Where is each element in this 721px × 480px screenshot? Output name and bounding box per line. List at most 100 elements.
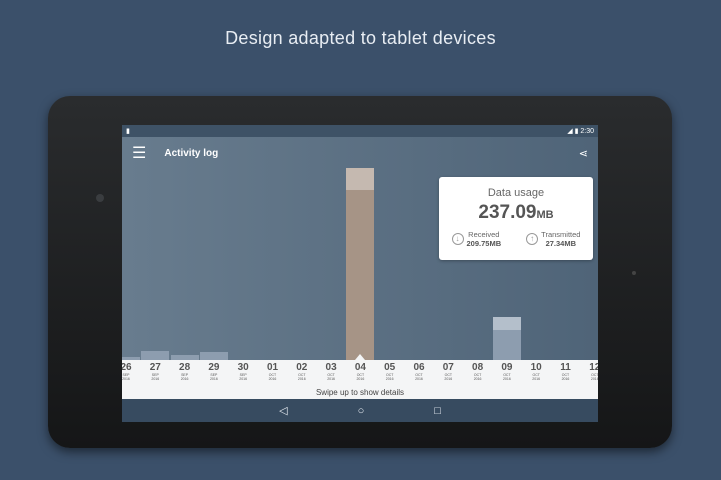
toolbar: ☰ Activity log ⋖ — [122, 137, 598, 169]
date-item[interactable]: 27 SEP 2016 — [141, 362, 170, 381]
date-month: OCT — [268, 373, 277, 377]
date-year: 2016 — [268, 377, 277, 381]
transmitted-segment — [492, 317, 521, 331]
date-day: 09 — [501, 362, 513, 373]
date-year: 2016 — [122, 377, 130, 381]
date-day: 02 — [296, 362, 308, 373]
date-item[interactable]: 06 OCT 2016 — [405, 362, 434, 381]
date-item[interactable]: 10 OCT 2016 — [522, 362, 551, 381]
transmitted-stat: ↑ Transmitted 27.34MB — [526, 230, 580, 248]
date-item[interactable]: 12 OCT 2016 — [580, 362, 598, 381]
date-day: 12 — [589, 362, 598, 373]
date-day: 30 — [237, 362, 249, 373]
date-month: OCT — [327, 373, 335, 377]
date-year: 2016 — [502, 377, 511, 381]
date-item[interactable]: 30 SEP 2016 — [229, 362, 258, 381]
date-year: 2016 — [356, 377, 365, 381]
date-strip[interactable]: 26 SEP 2016 27 SEP 2016 28 SEP 2016 29 SEP 2016 30 SE… — [122, 360, 598, 399]
date-month: OCT — [444, 373, 452, 377]
battery-icon: ▮ — [574, 128, 579, 135]
date-month: OCT — [561, 373, 570, 377]
usage-bar[interactable] — [122, 356, 140, 360]
date-item[interactable]: 09 OCT 2016 — [492, 362, 521, 381]
date-item[interactable]: 28 SEP 2016 — [170, 362, 199, 381]
share-icon[interactable]: ⋖ — [578, 147, 588, 160]
date-day: 11 — [560, 362, 571, 373]
date-year: 2016 — [180, 377, 189, 381]
date-month: OCT — [385, 373, 394, 377]
date-item[interactable]: 01 OCT 2016 — [258, 362, 287, 381]
signal-icon: ◢ — [567, 128, 573, 135]
date-month: OCT — [532, 373, 540, 377]
date-month: OCT — [415, 373, 423, 377]
date-item[interactable]: 11 OCT 2016 — [551, 362, 580, 381]
date-day: 10 — [530, 362, 542, 373]
back-icon[interactable]: ◁ — [279, 405, 288, 417]
date-month: SEP — [122, 373, 130, 377]
date-year: 2016 — [415, 377, 423, 381]
camera — [96, 194, 104, 202]
sd-card-icon: ▮ — [126, 128, 130, 135]
date-item[interactable]: 07 OCT 2016 — [434, 362, 463, 381]
app-screen: ▮ ◢ ▮ 2:30 ☰ Activity log ⋖ Data usage 2… — [122, 125, 598, 422]
date-item[interactable]: 05 OCT 2016 — [375, 362, 404, 381]
date-year: 2016 — [327, 377, 335, 381]
date-year: 2016 — [239, 377, 248, 381]
date-day: 08 — [472, 362, 484, 373]
home-icon[interactable]: ○ — [357, 404, 365, 417]
sensor — [632, 271, 636, 275]
nav-bar: ◁ ○ □ — [122, 399, 598, 422]
date-year: 2016 — [151, 377, 160, 381]
recents-icon[interactable]: □ — [434, 404, 441, 417]
date-day: 29 — [208, 362, 220, 373]
usage-bar[interactable] — [492, 317, 521, 360]
date-day: 07 — [442, 362, 454, 373]
upload-icon: ↑ — [526, 233, 539, 245]
date-year: 2016 — [532, 377, 541, 381]
date-day: 05 — [384, 362, 396, 373]
date-day: 27 — [149, 362, 161, 373]
data-usage-card: Data usage 237.09MB ↓ Received 209.75MB ↑ T… — [439, 177, 593, 260]
date-year: 2016 — [473, 377, 482, 381]
total-usage: 237.09MB — [478, 202, 554, 223]
usage-bar[interactable] — [199, 351, 228, 360]
date-month: OCT — [356, 373, 365, 377]
date-item[interactable]: 29 SEP 2016 — [199, 362, 228, 381]
date-month: OCT — [591, 373, 598, 377]
date-year: 2016 — [561, 377, 570, 381]
date-day: 06 — [413, 362, 425, 373]
status-bar: ▮ ◢ ▮ 2:30 — [122, 125, 598, 137]
received-stat: ↓ Received 209.75MB — [451, 230, 501, 248]
date-item[interactable]: 26 SEP 2016 — [122, 362, 141, 381]
date-day: 04 — [354, 362, 366, 373]
date-item[interactable]: 03 OCT 2016 — [317, 362, 346, 381]
headline: Design adapted to tablet devices — [225, 28, 496, 48]
date-day: 28 — [179, 362, 191, 373]
date-day: 03 — [325, 362, 337, 373]
date-month: SEP — [181, 373, 189, 377]
date-item[interactable]: 04 OCT 2016 — [346, 362, 375, 381]
date-month: SEP — [239, 373, 247, 377]
date-year: 2016 — [385, 377, 394, 381]
usage-bar[interactable] — [346, 167, 375, 360]
date-item[interactable]: 02 OCT 2016 — [287, 362, 316, 381]
usage-bar[interactable] — [141, 351, 170, 360]
card-title: Data usage — [487, 187, 545, 199]
date-year: 2016 — [297, 377, 306, 381]
date-year: 2016 — [590, 377, 598, 381]
swipe-hint: Swipe up to show details — [315, 388, 405, 397]
status-time: 2:30 — [580, 128, 594, 135]
selection-pointer — [355, 354, 365, 360]
date-month: OCT — [298, 373, 306, 377]
date-month: OCT — [503, 373, 511, 377]
date-month: OCT — [473, 373, 482, 377]
page-title: Activity log — [164, 147, 219, 159]
usage-bar[interactable] — [170, 355, 199, 360]
date-day: 01 — [266, 362, 279, 373]
date-item[interactable]: 08 OCT 2016 — [463, 362, 492, 381]
date-month: SEP — [151, 373, 159, 377]
download-icon: ↓ — [451, 233, 464, 245]
date-day: 26 — [122, 362, 132, 373]
menu-icon[interactable]: ☰ — [132, 145, 147, 162]
date-year: 2016 — [444, 377, 453, 381]
